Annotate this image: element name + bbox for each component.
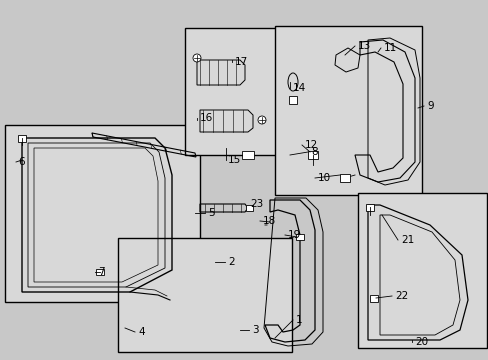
FancyBboxPatch shape [307, 151, 317, 159]
Text: 11: 11 [383, 43, 396, 53]
FancyBboxPatch shape [369, 294, 377, 301]
Text: 7: 7 [98, 267, 104, 277]
Text: 16: 16 [200, 113, 213, 123]
Text: 17: 17 [235, 57, 248, 67]
Text: 15: 15 [227, 155, 241, 165]
Text: 19: 19 [287, 230, 301, 240]
FancyBboxPatch shape [295, 234, 304, 240]
Text: 2: 2 [227, 257, 234, 267]
Text: 3: 3 [251, 325, 258, 335]
Text: 18: 18 [263, 216, 276, 226]
Text: 6: 6 [18, 157, 24, 167]
Text: 4: 4 [138, 327, 144, 337]
Text: 8: 8 [310, 147, 317, 157]
FancyBboxPatch shape [245, 205, 252, 211]
Text: 22: 22 [394, 291, 407, 301]
Bar [274, 26, 421, 195]
FancyBboxPatch shape [288, 96, 296, 104]
Text: 5: 5 [207, 208, 214, 218]
Bar [357, 193, 486, 348]
Text: 14: 14 [292, 83, 305, 93]
Text: 10: 10 [317, 173, 330, 183]
Circle shape [258, 116, 265, 124]
FancyBboxPatch shape [339, 174, 349, 182]
Text: 1: 1 [295, 315, 302, 325]
Bar [184, 28, 278, 155]
Bar [118, 238, 291, 352]
FancyBboxPatch shape [96, 269, 104, 275]
Text: 13: 13 [357, 41, 370, 51]
FancyBboxPatch shape [242, 151, 253, 159]
Circle shape [193, 54, 201, 62]
Text: 20: 20 [414, 337, 427, 347]
FancyBboxPatch shape [365, 203, 373, 211]
FancyBboxPatch shape [18, 135, 26, 141]
Text: 12: 12 [305, 140, 318, 150]
Text: 21: 21 [400, 235, 413, 245]
Bar [5, 125, 200, 302]
Text: 9: 9 [426, 101, 433, 111]
Text: 23: 23 [249, 199, 263, 209]
